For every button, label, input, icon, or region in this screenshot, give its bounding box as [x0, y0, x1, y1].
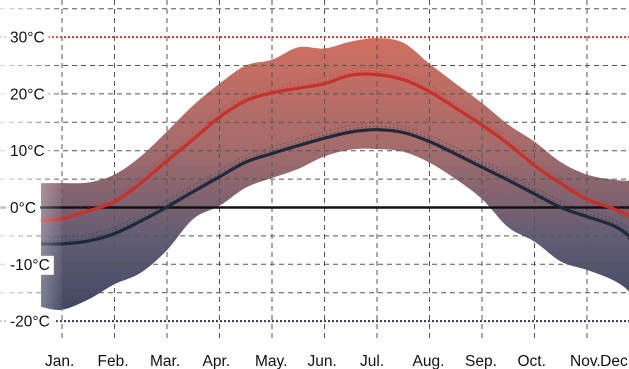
x-tick-label: May. [255, 353, 287, 369]
x-tick-label: Aug. [413, 353, 445, 369]
x-tick-label: Mar. [150, 353, 180, 369]
x-tick-label: Jul. [360, 353, 384, 369]
mean-max-dotted-companion [40, 66, 629, 215]
gridlines [0, 0, 629, 340]
x-tick-label: Feb. [98, 353, 129, 369]
x-tick-label: Oct. [518, 353, 546, 369]
y-tick-label-group: 20°C [6, 85, 49, 105]
y-tick-label: -20°C [10, 314, 50, 331]
mean-min-line [40, 128, 629, 246]
y-tick-label: 30°C [10, 30, 45, 47]
y-tick-label: 0°C [10, 200, 36, 217]
y-tick-label-group: 10°C [6, 142, 49, 162]
left-fade [0, 0, 62, 340]
mean-max-line [40, 72, 629, 223]
y-tick-label-background [6, 199, 41, 218]
y-tick-label: -10°C [10, 257, 50, 274]
x-tick-label: Apr. [203, 353, 231, 369]
y-tick-label-background [6, 255, 54, 275]
y-tick-label: 20°C [10, 86, 45, 103]
record-range-layer [41, 38, 629, 310]
x-tick-label: Jan. [45, 353, 74, 369]
y-tick-label-background [6, 312, 54, 332]
y-tick-label-group: 0°C [6, 199, 41, 218]
x-tick-label: Nov. [570, 353, 601, 369]
mean-min-dotted-companion [40, 122, 629, 239]
mean-max-dotted-companion [40, 70, 629, 219]
mean-min-dotted-companion [40, 125, 629, 242]
x-tick-label: Dec [600, 353, 628, 369]
y-tick-label-background [6, 85, 49, 105]
y-tick-label-group: -10°C [6, 255, 54, 275]
y-tick-label-background [6, 142, 49, 162]
y-tick-label-background [6, 28, 49, 48]
y-tick-label-group: -20°C [6, 312, 54, 332]
x-tick-labels: Jan. Feb. Mar. Apr. May. Jun. Jul. Aug. Sep. Oct.… [0, 340, 629, 369]
x-tick-label: Sep. [465, 353, 497, 369]
y-tick-label-group: 30°C [6, 28, 49, 48]
left-fade-overlay [0, 0, 62, 340]
y-tick-labels: 30°C 20°C 10°C 0°C -10°C -20°C [6, 28, 54, 332]
record-range-band [41, 38, 629, 310]
series-layer [40, 66, 629, 246]
x-axis-strip [0, 340, 629, 369]
x-tick-label: Jun. [308, 353, 337, 369]
y-tick-label: 10°C [10, 143, 45, 160]
